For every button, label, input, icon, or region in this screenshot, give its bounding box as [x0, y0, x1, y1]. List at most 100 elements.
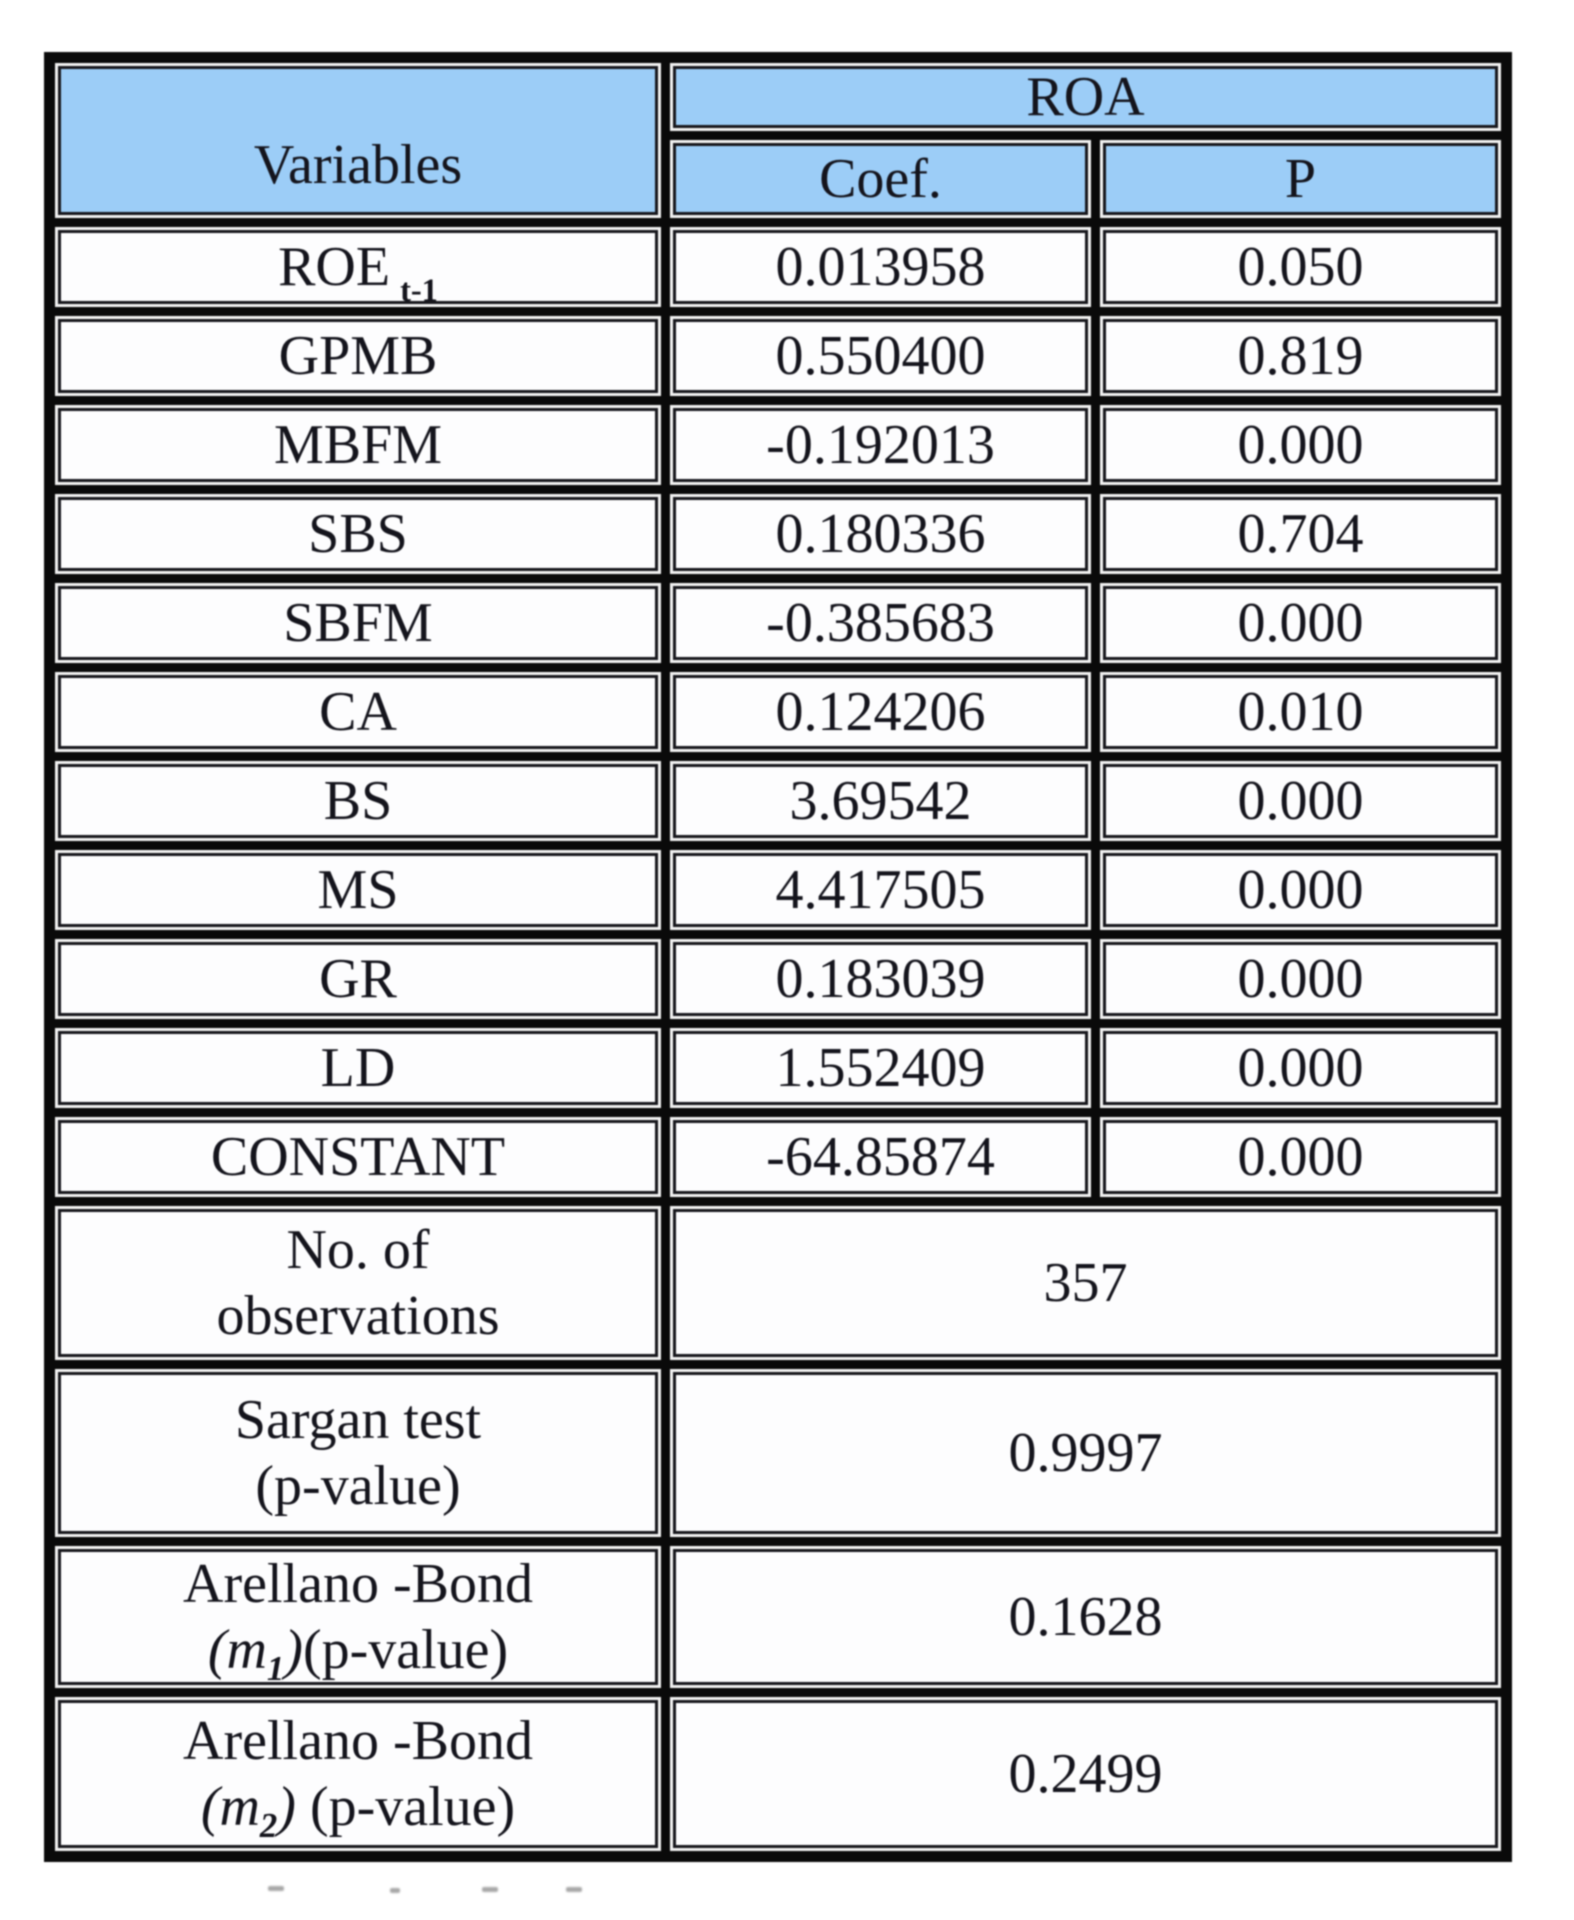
- p-value-cell: 0.000: [1103, 1031, 1498, 1105]
- coef-value-cell: 1.552409: [673, 1031, 1088, 1105]
- p-value: 0.000: [1237, 413, 1364, 476]
- coef-value: 0.124206: [775, 680, 986, 743]
- coef-value-cell: 0.183039: [673, 942, 1088, 1016]
- summary-value: 357: [1043, 1251, 1128, 1314]
- summary-label-line2: (p-value): [255, 1455, 461, 1517]
- variable-subscript: t-1: [400, 273, 438, 304]
- variable-label: CA: [319, 680, 397, 743]
- coef-value-cell: -64.85874: [673, 1120, 1088, 1194]
- p-value: 0.000: [1237, 1125, 1364, 1188]
- coef-value: 1.552409: [775, 1036, 986, 1099]
- p-value: 0.000: [1237, 1036, 1364, 1099]
- variable-label: MS: [317, 858, 399, 921]
- summary-label-line2: (m2) (p-value): [200, 1774, 516, 1846]
- p-value: 0.050: [1237, 235, 1364, 298]
- summary-label-line1: Arellano -Bond: [183, 1552, 533, 1615]
- p-header-label: P: [1284, 147, 1317, 210]
- roa-header-cell: ROA: [673, 66, 1498, 128]
- coef-value-cell: -0.385683: [673, 586, 1088, 660]
- variable-cell: SBFM: [58, 586, 658, 660]
- p-value-cell: 0.000: [1103, 853, 1498, 927]
- variable-label: LD: [320, 1036, 396, 1099]
- summary-value-cell: 0.2499: [673, 1700, 1498, 1848]
- variable-label: GPMB: [278, 324, 438, 387]
- summary-label-cell: Sargan test (p-value): [58, 1372, 658, 1534]
- m1-italic-label: (m1): [207, 1619, 303, 1685]
- variable-cell: CONSTANT: [58, 1120, 658, 1194]
- variables-header-cell: Variables: [58, 66, 658, 215]
- table-grid: Variables ROA Coef. P ROE t-1 0.013958 0.…: [58, 66, 1498, 1848]
- variable-label: GR: [319, 947, 397, 1010]
- scan-artifact-mark: [566, 1887, 582, 1892]
- coef-value-cell: 0.550400: [673, 319, 1088, 393]
- coef-header-cell: Coef.: [673, 143, 1088, 215]
- summary-label-cell: Arellano -Bond (m2) (p-value): [58, 1700, 658, 1848]
- variable-label: SBS: [308, 502, 408, 565]
- variable-label: SBFM: [283, 591, 433, 654]
- coef-value: -0.192013: [766, 413, 995, 476]
- coef-value: -64.85874: [766, 1125, 995, 1188]
- coef-value: 0.183039: [775, 947, 986, 1010]
- summary-value-cell: 0.9997: [673, 1372, 1498, 1534]
- variable-cell: GR: [58, 942, 658, 1016]
- summary-label-line2: (m1)(p-value): [207, 1617, 509, 1685]
- p-value-cell: 0.010: [1103, 675, 1498, 749]
- coef-value-cell: -0.192013: [673, 408, 1088, 482]
- summary-value: 0.2499: [1008, 1742, 1163, 1805]
- variable-cell: SBS: [58, 497, 658, 571]
- p-value: 0.819: [1237, 324, 1364, 387]
- pvalue-label: (p-value): [302, 1619, 509, 1681]
- p-value: 0.010: [1237, 680, 1364, 743]
- p-value-cell: 0.000: [1103, 942, 1498, 1016]
- p-value: 0.000: [1237, 947, 1364, 1010]
- p-value-cell: 0.000: [1103, 764, 1498, 838]
- coef-value: -0.385683: [766, 591, 995, 654]
- coef-value-cell: 0.013958: [673, 230, 1088, 304]
- roa-header-label: ROA: [1026, 66, 1145, 128]
- p-value-cell: 0.050: [1103, 230, 1498, 304]
- summary-value-cell: 357: [673, 1209, 1498, 1357]
- variable-cell: BS: [58, 764, 658, 838]
- variable-cell: CA: [58, 675, 658, 749]
- coef-value-cell: 0.180336: [673, 497, 1088, 571]
- summary-label-line2: observations: [216, 1285, 500, 1347]
- m2-italic-label: (m2): [200, 1776, 296, 1846]
- coef-value: 0.180336: [775, 502, 986, 565]
- summary-value: 0.9997: [1008, 1421, 1163, 1484]
- summary-label-line1: No. of: [286, 1218, 430, 1281]
- summary-value: 0.1628: [1008, 1585, 1163, 1648]
- p-value: 0.704: [1237, 502, 1364, 565]
- p-value: 0.000: [1237, 769, 1364, 832]
- summary-value-cell: 0.1628: [673, 1549, 1498, 1685]
- scan-artifact-mark: [482, 1887, 498, 1892]
- coef-value: 4.417505: [775, 858, 986, 921]
- variable-cell: MBFM: [58, 408, 658, 482]
- coef-value: 0.550400: [775, 324, 986, 387]
- pvalue-label: (p-value): [295, 1776, 516, 1838]
- coef-value: 0.013958: [775, 235, 986, 298]
- p-value-cell: 0.000: [1103, 408, 1498, 482]
- variable-label: MBFM: [273, 413, 443, 476]
- summary-label-cell: No. of observations: [58, 1209, 658, 1357]
- variables-header-label: Variables: [253, 133, 463, 196]
- scan-artifact-mark: [390, 1888, 400, 1893]
- variable-cell: ROE t-1: [58, 230, 658, 304]
- variable-cell: GPMB: [58, 319, 658, 393]
- p-header-cell: P: [1103, 143, 1498, 215]
- summary-label-line1: Sargan test: [234, 1388, 482, 1451]
- variable-label: ROE t-1: [278, 234, 438, 301]
- coef-value-cell: 3.69542: [673, 764, 1088, 838]
- p-value: 0.000: [1237, 591, 1364, 654]
- coef-header-label: Coef.: [819, 147, 942, 210]
- variable-cell: MS: [58, 853, 658, 927]
- coef-value-cell: 4.417505: [673, 853, 1088, 927]
- p-value: 0.000: [1237, 858, 1364, 921]
- p-value-cell: 0.704: [1103, 497, 1498, 571]
- p-value-cell: 0.000: [1103, 1120, 1498, 1194]
- coef-value: 3.69542: [789, 769, 972, 832]
- p-value-cell: 0.000: [1103, 586, 1498, 660]
- regression-results-table: Variables ROA Coef. P ROE t-1 0.013958 0.…: [44, 52, 1512, 1862]
- scan-artifact-mark: [268, 1886, 284, 1891]
- variable-cell: LD: [58, 1031, 658, 1105]
- summary-label-line1: Arellano -Bond: [183, 1709, 533, 1772]
